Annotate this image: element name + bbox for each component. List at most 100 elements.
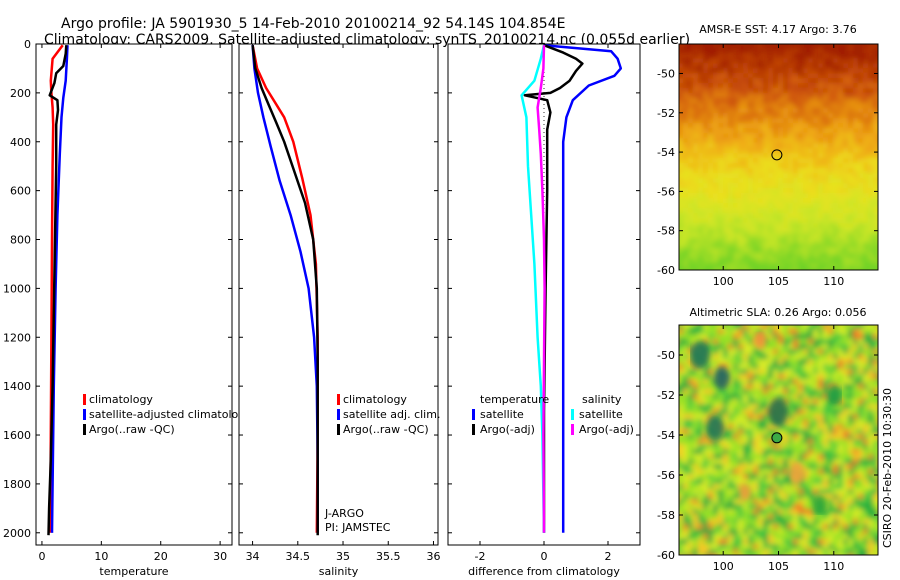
map-cell	[848, 489, 854, 495]
map-cell	[878, 253, 884, 259]
map-cell	[828, 384, 834, 390]
map-cell	[878, 168, 884, 174]
map-cell	[738, 529, 744, 535]
series-line-argo-raw-qc-	[251, 45, 319, 536]
map-cell	[813, 529, 819, 535]
map-cell	[733, 153, 739, 159]
map-cell	[818, 128, 824, 134]
map-cell	[673, 253, 679, 259]
map-cell	[768, 544, 774, 550]
map-cell	[863, 158, 869, 164]
map-cell	[718, 329, 724, 335]
map-cell	[843, 123, 849, 129]
x-tick-label: 2	[605, 550, 612, 563]
map-cell	[803, 158, 809, 164]
map-cell	[723, 258, 729, 264]
map-cell	[773, 158, 779, 164]
map-cell	[708, 268, 714, 270]
map-cell	[733, 434, 739, 440]
map-cell	[738, 193, 744, 199]
map-cell	[743, 459, 749, 465]
map-cell	[753, 414, 759, 420]
y-tick-label: 800	[10, 234, 31, 247]
map-cell	[763, 248, 769, 254]
map-cell	[833, 429, 839, 435]
map-cell	[753, 68, 759, 74]
map-cell	[848, 238, 854, 244]
map-cell	[843, 444, 849, 450]
map-cell	[838, 444, 844, 450]
map-cell	[763, 334, 769, 340]
map-cell	[808, 534, 814, 540]
map-cell	[679, 258, 684, 264]
map-cell	[698, 128, 704, 134]
map-cell	[773, 93, 779, 99]
map-cell	[843, 464, 849, 470]
map-cell	[808, 464, 814, 470]
map-cell	[828, 193, 834, 199]
map-cell	[833, 53, 839, 59]
map-cell	[813, 44, 819, 49]
map-cell	[823, 123, 829, 129]
map-cell	[783, 243, 789, 249]
map-eddy	[739, 483, 751, 501]
map-cell	[883, 369, 889, 375]
map-cell	[728, 434, 734, 440]
map-cell	[808, 238, 814, 244]
map-cell	[763, 524, 769, 530]
map-cell	[773, 444, 779, 450]
map-cell	[748, 349, 754, 355]
map-cell	[868, 494, 874, 500]
map-cell	[828, 143, 834, 149]
map-cell	[693, 83, 699, 89]
map-cell	[703, 218, 709, 224]
map-cell	[838, 143, 844, 149]
map-cell	[873, 464, 878, 470]
map-cell	[803, 414, 809, 420]
map-cell	[768, 429, 774, 435]
map-cell	[738, 325, 744, 330]
map-cell	[858, 449, 864, 455]
map-cell	[778, 68, 784, 74]
map-cell	[793, 559, 799, 565]
map-cell	[693, 424, 699, 430]
map-cell	[883, 163, 889, 169]
map-cell	[778, 183, 784, 189]
map-cell	[808, 88, 814, 94]
map-cell	[713, 243, 719, 249]
map-cell	[803, 153, 809, 159]
map-cell	[803, 248, 809, 254]
map-cell	[833, 93, 839, 99]
map-cell	[803, 88, 809, 94]
map-cell	[828, 334, 834, 340]
map-cell	[798, 484, 804, 490]
map-cell	[698, 369, 704, 375]
map-cell	[748, 203, 754, 209]
map-cell	[848, 188, 854, 194]
map-cell	[863, 208, 869, 214]
map-cell	[788, 364, 794, 370]
map-cell	[798, 38, 804, 44]
map-cell	[848, 529, 854, 535]
map-cell	[873, 414, 878, 420]
map-cell	[713, 113, 719, 119]
map-cell	[783, 148, 789, 154]
map-cell	[718, 188, 724, 194]
map-cell	[868, 484, 874, 490]
map-cell	[768, 359, 774, 365]
map-cell	[733, 404, 739, 410]
map-cell	[773, 469, 779, 475]
map-cell	[683, 544, 689, 550]
map-cell	[703, 325, 709, 330]
map-cell	[863, 549, 869, 555]
map-cell	[768, 238, 774, 244]
map-cell	[813, 369, 819, 375]
map-cell	[708, 354, 714, 360]
map-cell	[878, 213, 884, 219]
map-cell	[713, 509, 719, 515]
map-cell	[748, 133, 754, 139]
map-cell	[778, 188, 784, 194]
map-cell	[788, 539, 794, 545]
map-cell	[873, 489, 878, 495]
map-cell	[833, 38, 839, 44]
